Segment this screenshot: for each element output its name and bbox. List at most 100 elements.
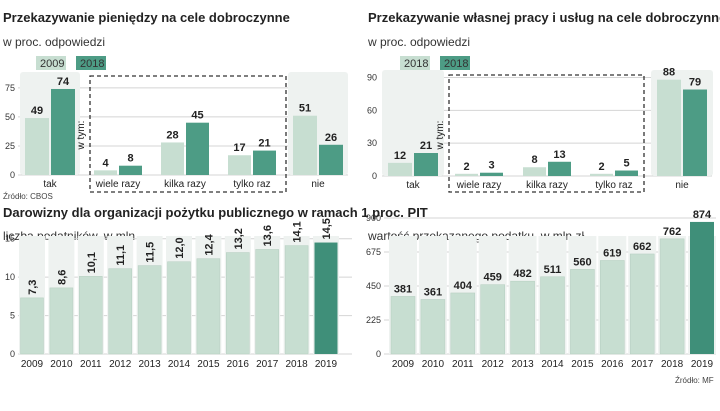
bar-value-label: 8 <box>127 153 133 165</box>
chart-title: Przekazywanie własnej pracy i usług na c… <box>368 10 720 25</box>
breakdown-box <box>448 74 645 193</box>
bar-value-label: 11,5 <box>145 242 157 263</box>
breakdown-label: w tym: <box>435 121 446 151</box>
bar-value-label: 12,4 <box>203 233 215 255</box>
bar-value-label: 14,1 <box>292 221 304 242</box>
y-tick-label: 900 <box>366 213 381 223</box>
y-tick-label: 75 <box>5 83 15 93</box>
y-tick-label: 10 <box>5 272 15 282</box>
year-label: 2018 <box>661 359 684 370</box>
legend-swatch <box>36 56 66 70</box>
bar-2018 <box>480 172 503 176</box>
legend-label: 2018 <box>444 58 468 70</box>
bar-2009 <box>25 118 49 175</box>
y-tick-label: 675 <box>366 247 381 257</box>
bar-value-label: 404 <box>454 280 473 292</box>
bar-value-label: 26 <box>325 132 337 144</box>
bar-value-label: 560 <box>573 256 591 268</box>
bar-value-label: 49 <box>31 105 43 117</box>
legend-label: 2018 <box>80 58 104 70</box>
y-tick-label: 0 <box>376 349 381 359</box>
bar-value-label: 88 <box>663 67 675 79</box>
bar-2018 <box>119 165 142 175</box>
bar-2018 <box>51 88 75 175</box>
category-label: kilka razy <box>526 180 568 191</box>
y-tick-label: 0 <box>10 170 15 180</box>
bar <box>255 249 279 355</box>
bar-value-label: 619 <box>603 247 621 259</box>
year-label: 2011 <box>80 359 102 370</box>
year-label: 2014 <box>168 359 191 370</box>
bar-2018 <box>548 161 571 176</box>
chart-subtitle: w proc. odpowiedzi <box>367 35 470 49</box>
bar-2009 <box>228 155 251 175</box>
bar-2018 <box>615 170 638 176</box>
bar-2018 <box>319 144 343 175</box>
bar-value-label: 12 <box>394 150 406 162</box>
year-label: 2016 <box>227 359 250 370</box>
bar-value-label: 762 <box>663 226 681 238</box>
bar <box>108 268 132 355</box>
bar-value-label: 874 <box>693 209 712 221</box>
bar-value-label: 10,1 <box>86 252 98 273</box>
bar-2009 <box>455 173 478 176</box>
y-tick-label: 450 <box>366 281 381 291</box>
bar-2009 <box>590 173 613 176</box>
bar-value-label: 482 <box>513 268 531 280</box>
bar <box>690 221 714 354</box>
bar-value-label: 13,2 <box>233 228 245 249</box>
bar-value-label: 7,3 <box>27 280 39 295</box>
bar-value-label: 17 <box>233 142 245 154</box>
bar <box>167 261 191 355</box>
bar-2018 <box>186 122 209 175</box>
year-label: 2017 <box>256 359 279 370</box>
bar-value-label: 79 <box>689 77 701 89</box>
year-label: 2012 <box>482 359 505 370</box>
bar-value-label: 8 <box>531 154 537 166</box>
chart-title: Darowizny dla organizacji pożytku public… <box>3 205 428 220</box>
bar <box>480 284 505 355</box>
bar-2009 <box>293 115 317 175</box>
bar <box>79 276 103 355</box>
legend-swatch <box>76 56 106 70</box>
bar <box>20 297 44 355</box>
category-label: kilka razy <box>164 179 206 190</box>
year-label: 2009 <box>21 359 44 370</box>
bar <box>226 252 250 355</box>
bar-value-label: 361 <box>424 286 442 298</box>
category-label: tylko raz <box>595 180 632 191</box>
y-tick-label: 25 <box>5 141 15 151</box>
year-label: 2013 <box>138 359 161 370</box>
bar-value-label: 74 <box>57 76 70 88</box>
year-label: 2015 <box>571 359 594 370</box>
bar-value-label: 11,1 <box>115 245 127 266</box>
bar <box>137 265 162 355</box>
bar <box>390 296 416 355</box>
bar-2018 <box>683 89 707 176</box>
bar-value-label: 51 <box>299 103 311 115</box>
bar-value-label: 511 <box>544 264 562 276</box>
breakdown-box <box>89 75 287 193</box>
legend-label: 2018 <box>404 58 428 70</box>
category-label: nie <box>675 180 689 191</box>
bar-value-label: 381 <box>394 283 412 295</box>
category-label: nie <box>311 179 325 190</box>
y-tick-label: 15 <box>5 234 15 244</box>
bar <box>540 276 565 355</box>
category-label: tak <box>43 179 57 190</box>
bar <box>629 253 655 355</box>
y-tick-label: 90 <box>367 72 377 82</box>
year-label: 2017 <box>631 359 654 370</box>
bar <box>659 238 685 355</box>
bar-value-label: 662 <box>633 241 651 253</box>
bar-value-label: 45 <box>191 110 203 122</box>
breakdown-label: w tym: <box>76 121 87 151</box>
y-tick-label: 5 <box>10 311 15 321</box>
bar <box>510 280 535 355</box>
bar-value-label: 8,6 <box>56 270 68 285</box>
year-label: 2009 <box>392 359 415 370</box>
year-label: 2019 <box>691 359 714 370</box>
bar <box>284 245 309 355</box>
category-label: wiele razy <box>95 179 140 190</box>
